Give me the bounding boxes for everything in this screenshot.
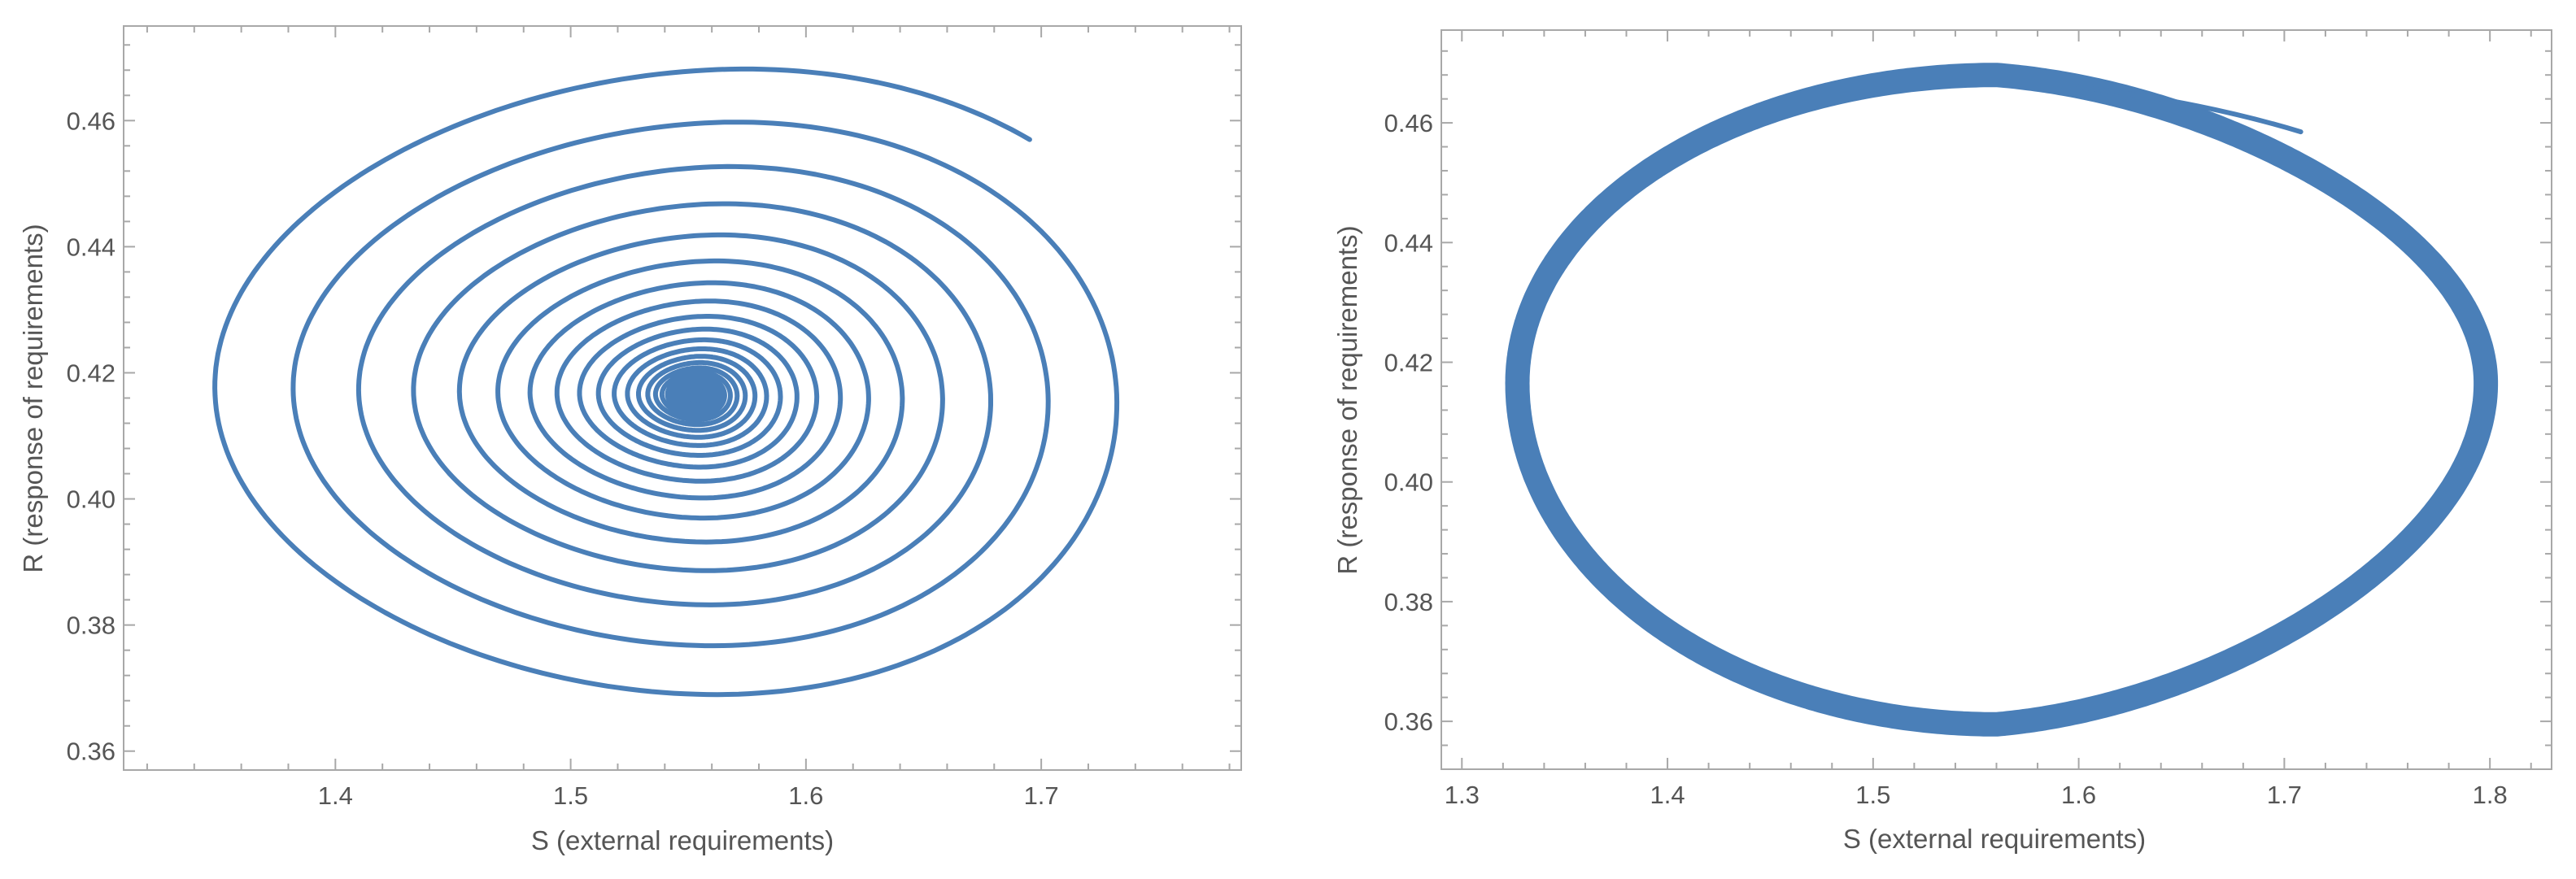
- x-tick-labels-left: 1.4 1.5 1.6 1.7: [318, 781, 1059, 810]
- y-tick-label: 0.36: [1384, 707, 1433, 736]
- y-tick-label: 0.44: [1384, 228, 1433, 257]
- transient-trajectory-tail: [2076, 84, 2304, 135]
- y-axis-title-right: R (response of requirements): [1332, 225, 1362, 574]
- x-tick-label: 1.3: [1445, 781, 1480, 809]
- x-tick-label: 1.4: [318, 781, 353, 810]
- x-axis-title-left: S (external requirements): [531, 825, 834, 855]
- x-tick-label: 1.6: [788, 781, 823, 810]
- equilibrium-point: [683, 387, 707, 403]
- y-tick-label: 0.38: [1384, 588, 1433, 616]
- y-tick-labels-right: 0.36 0.38 0.40 0.42 0.44 0.46: [1384, 109, 1433, 736]
- y-tick-label: 0.40: [67, 485, 116, 514]
- y-tick-labels-left: 0.36 0.38 0.40 0.42 0.44 0.46: [67, 107, 116, 765]
- x-axis-title-right: S (external requirements): [1843, 824, 2146, 854]
- y-tick-label: 0.38: [67, 611, 116, 640]
- y-tick-label: 0.46: [1384, 109, 1433, 137]
- y-tick-label: 0.40: [1384, 468, 1433, 497]
- y-tick-label: 0.46: [67, 107, 116, 135]
- x-tick-label: 1.7: [1024, 781, 1059, 810]
- trajectory-spiral: [212, 66, 1120, 698]
- x-tick-label: 1.5: [1855, 781, 1890, 809]
- x-tick-label: 1.8: [2473, 781, 2508, 809]
- x-tick-labels-right: 1.3 1.4 1.5 1.6 1.7 1.8: [1445, 781, 2508, 809]
- axis-ticks-right: [1441, 30, 2552, 770]
- limit-cycle-orbit: [1505, 63, 2499, 737]
- phase-plot-limit-cycle: 1.3 1.4 1.5 1.6 1.7 1.8 0.360.380.400.420.440…: [1332, 29, 2552, 854]
- y-tick-label: 0.36: [67, 738, 116, 766]
- y-tick-label: 0.42: [1384, 348, 1433, 376]
- y-tick-label: 0.44: [67, 233, 116, 261]
- x-tick-label: 1.6: [2061, 781, 2096, 809]
- y-tick-label: 0.42: [67, 359, 116, 387]
- x-tick-label: 1.7: [2267, 781, 2302, 809]
- phase-plot-spiral: 1.4 1.5 1.6 1.7 0.36 0.38 0.40 0.42 0.44 0.46 S …: [18, 25, 1242, 855]
- x-tick-label: 1.5: [553, 781, 588, 810]
- plot-frame-right: [1441, 29, 2552, 770]
- axis-ticks-left: [124, 26, 1241, 770]
- y-axis-title-left: R (response of requirements): [18, 224, 48, 572]
- spiral-trajectory-line: [212, 66, 1120, 698]
- x-tick-label: 1.4: [1650, 781, 1685, 809]
- trajectory-limit-cycle: [1505, 63, 2499, 737]
